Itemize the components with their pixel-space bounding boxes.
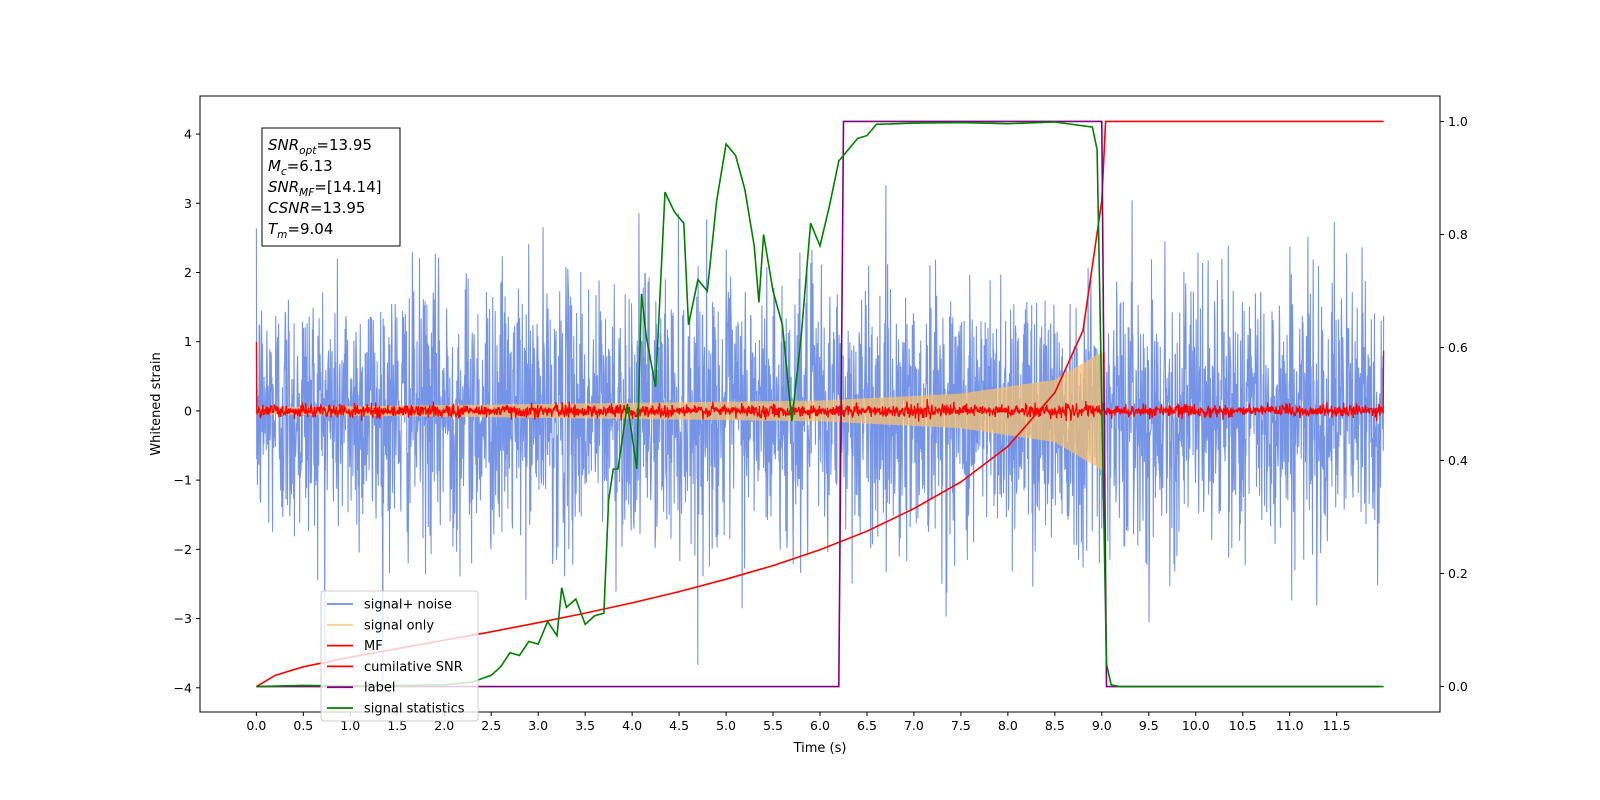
y-axis-label: Whitened strain [149, 352, 164, 455]
annotation-box: SNRopt=13.95Mc=6.13SNRMF=[14.14]CSNR=13.… [261, 127, 401, 247]
y2-tick-label: 0.6 [1448, 340, 1468, 355]
x-tick-label: 9.5 [1139, 718, 1159, 733]
annotation-line: SNRopt=13.95 [268, 136, 372, 157]
y-tick-label: 1 [184, 334, 192, 349]
x-tick-label: 2.5 [481, 718, 501, 733]
x-tick-label: 3.5 [575, 718, 595, 733]
y-tick-label: 3 [184, 196, 192, 211]
x-tick-label: 7.0 [904, 718, 924, 733]
x-tick-label: 6.5 [857, 718, 877, 733]
x-tick-label: 5.0 [716, 718, 736, 733]
x-tick-label: 6.0 [810, 718, 830, 733]
y-tick-label: 0 [184, 403, 192, 418]
legend-label-signal-noise: signal+ noise [364, 598, 452, 613]
axes: 0.0 0.5 1.0 1.5 2.0 2.5 3.0 3.5 4.0 4.5 5.0 5.5 6.0 6… [174, 114, 1468, 733]
y2-tick-label: 0.8 [1448, 227, 1468, 242]
y-tick-label: −1 [174, 473, 192, 488]
annotation-line: Tm=9.04 [268, 220, 333, 241]
y2-tick-label: 0.0 [1448, 679, 1468, 694]
y-tick-label: 4 [184, 127, 192, 142]
x-tick-label: 11.0 [1276, 718, 1304, 733]
x-tick-label: 8.5 [1045, 718, 1065, 733]
x-tick-label: 10.0 [1182, 718, 1210, 733]
x-tick-label: 2.0 [434, 718, 454, 733]
x-tick-label: 5.5 [763, 718, 783, 733]
x-tick-label: 1.5 [387, 718, 407, 733]
x-tick-label: 8.0 [998, 718, 1018, 733]
series-signal-statistics [256, 121, 1384, 688]
x-tick-label: 3.0 [528, 718, 548, 733]
x-tick-label: 9.0 [1092, 718, 1112, 733]
x-tick-label: 7.5 [951, 718, 971, 733]
x-axis-label: Time (s) [793, 741, 847, 756]
y-tick-label: 2 [184, 265, 192, 280]
x-tick-label: 1.0 [340, 718, 360, 733]
y2-tick-label: 1.0 [1448, 114, 1468, 129]
y-tick-label: −2 [174, 542, 192, 557]
series-mf [255, 341, 1385, 422]
y-tick-label: −3 [174, 611, 192, 626]
y-tick-label: −4 [174, 680, 192, 695]
legend-label-cumilative-snr: cumilative SNR [364, 660, 463, 675]
x-tick-label: 0.5 [293, 718, 313, 733]
legend-label-label: label [364, 681, 395, 696]
y2-tick-label: 0.2 [1448, 566, 1468, 581]
x-tick-label: 10.5 [1229, 718, 1257, 733]
series-signal-noise [255, 185, 1385, 687]
annotation-frame [261, 127, 401, 247]
legend-label-signal-statistics: signal statistics [364, 702, 465, 717]
legend: signal+ noise signal only MF cumilative SNR… [320, 590, 479, 722]
x-tick-label: 11.5 [1323, 718, 1351, 733]
annotation-line: CSNR=13.95 [268, 199, 365, 217]
y2-tick-label: 0.4 [1448, 453, 1468, 468]
x-tick-label: 4.5 [669, 718, 689, 733]
x-tick-label: 0.0 [246, 718, 266, 733]
legend-label-signal-only: signal only [364, 618, 434, 633]
legend-frame [320, 590, 479, 722]
annotation-line: SNRMF=[14.14] [268, 178, 382, 199]
x-tick-label: 4.0 [622, 718, 642, 733]
legend-label-mf: MF [364, 639, 383, 654]
annotation-line: Mc=6.13 [268, 157, 333, 178]
